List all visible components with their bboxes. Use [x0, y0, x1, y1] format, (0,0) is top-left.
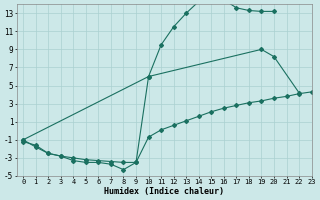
X-axis label: Humidex (Indice chaleur): Humidex (Indice chaleur): [104, 187, 224, 196]
